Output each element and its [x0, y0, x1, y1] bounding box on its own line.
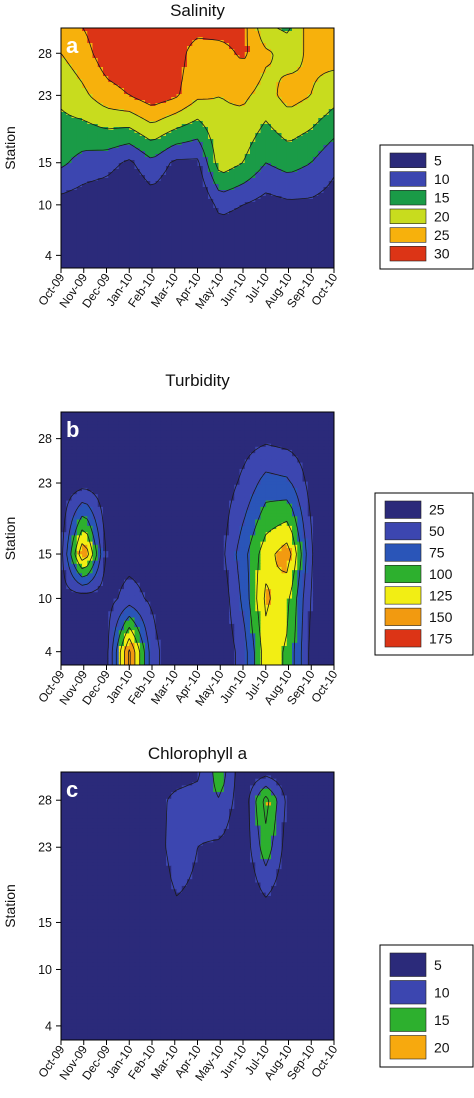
chart-panel-b: Turbidityb410152328StationOct-09Nov-09De… — [2, 371, 473, 708]
legend-swatch — [390, 190, 426, 205]
legend-swatch — [390, 246, 426, 261]
panel-label: a — [66, 33, 79, 58]
legend-swatch — [390, 153, 426, 168]
legend-label: 20 — [434, 208, 450, 224]
legend-swatch — [390, 228, 426, 243]
y-tick-label: 15 — [38, 156, 52, 170]
y-tick-label: 28 — [38, 47, 52, 61]
legend-label: 5 — [434, 152, 442, 168]
legend-label: 25 — [434, 227, 450, 243]
y-axis-label: Station — [2, 126, 18, 170]
y-tick-label: 10 — [38, 198, 52, 212]
y-tick-label: 23 — [38, 89, 52, 103]
legend-label: 15 — [434, 190, 450, 206]
chart-panel-a: Salinitya410152328StationOct-09Nov-09Dec… — [2, 1, 473, 311]
chart-title: Salinity — [170, 1, 225, 20]
legend-label: 10 — [434, 171, 450, 187]
contour-field — [61, 28, 335, 269]
y-tick-label: 4 — [45, 249, 52, 263]
legend-swatch — [390, 209, 426, 224]
legend: 5 10 15 20 25 30 — [380, 145, 473, 269]
legend-swatch — [390, 172, 426, 187]
legend-label: 30 — [434, 246, 450, 262]
